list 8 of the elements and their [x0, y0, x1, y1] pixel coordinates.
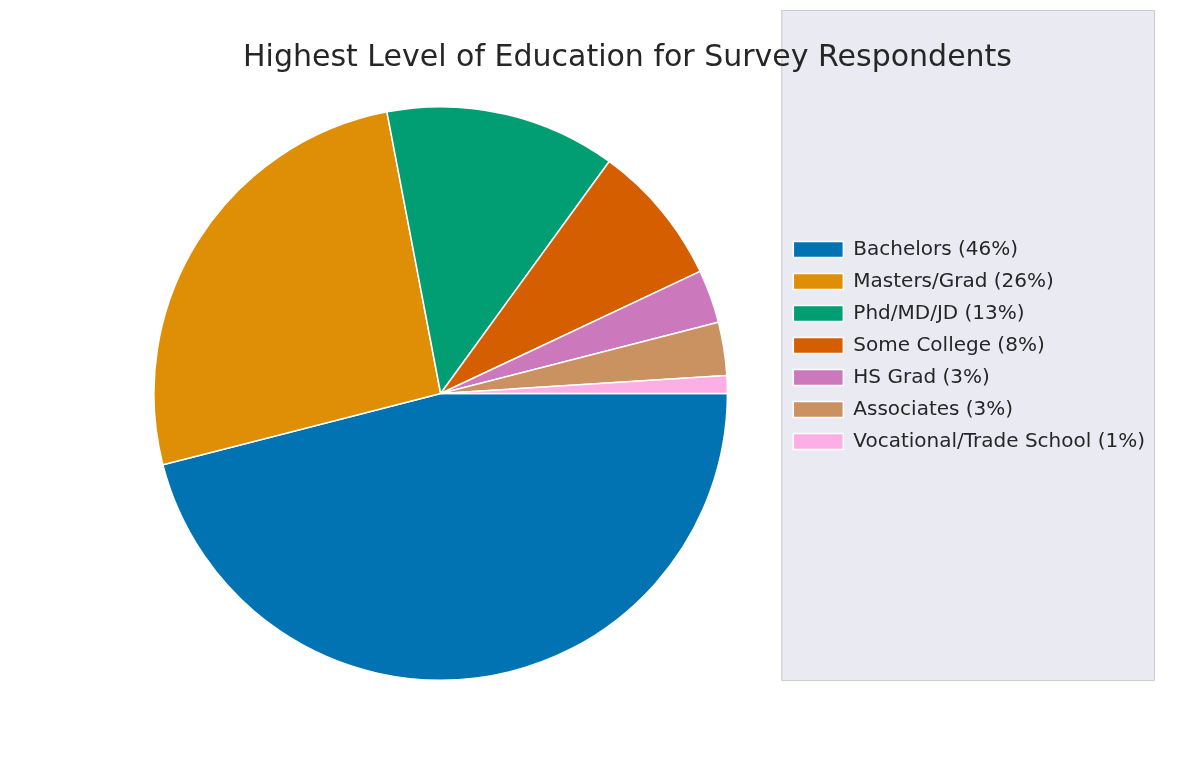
legend-label: Associates (3%)	[853, 395, 1014, 420]
legend-label: Phd/MD/JD (13%)	[853, 299, 1025, 324]
text: Highest Level of Education for Survey Respondents	[243, 37, 1012, 73]
legend-label: Masters/Grad (26%)	[853, 267, 1054, 292]
legend-label: HS Grad (3%)	[853, 363, 990, 388]
legend-label: Vocational/Trade School (1%)	[853, 427, 1146, 452]
legend-label: Bachelors (46%)	[853, 235, 1019, 260]
legend-label: Some College (8%)	[853, 331, 1045, 356]
